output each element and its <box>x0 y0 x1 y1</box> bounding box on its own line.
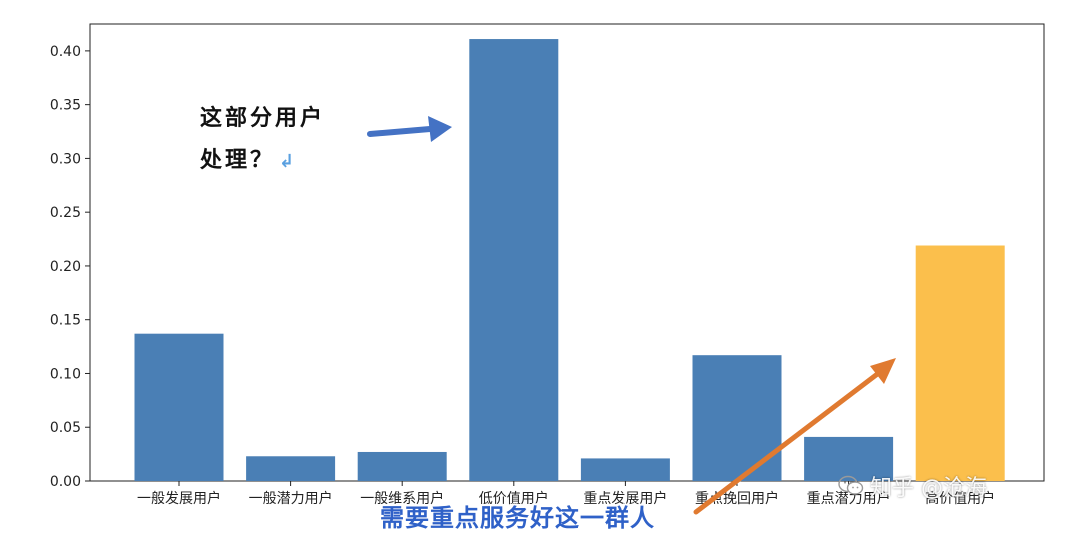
y-tick-label: 0.20 <box>50 259 81 275</box>
annotation-line-1: 这部分用户 <box>200 106 326 131</box>
wechat-icon <box>838 475 864 495</box>
y-tick-label: 0.35 <box>50 98 81 114</box>
bar-5 <box>580 458 670 481</box>
x-tick-label: 低价值用户 <box>479 490 549 507</box>
video-subtitle: 需要重点服务好这一群人 <box>380 504 655 532</box>
bar-4 <box>469 39 559 482</box>
watermark: 知乎 @沧海 <box>838 470 987 502</box>
y-tick-label: 0.30 <box>50 151 81 167</box>
x-tick-label: 一般维系用户 <box>360 490 444 507</box>
watermark-text: 知乎 @沧海 <box>870 476 987 501</box>
blue-arrow-head <box>428 116 452 142</box>
y-tick-label: 0.40 <box>50 44 81 60</box>
bar-8 <box>915 245 1005 481</box>
x-tick-label: 一般潜力用户 <box>249 490 333 507</box>
blue-arrow-shaft <box>367 126 433 137</box>
x-tick-label: 重点潜力用户 <box>807 490 891 507</box>
x-tick-label: 高价值用户 <box>925 490 995 507</box>
annotation-line-2: 处理？ <box>200 148 276 173</box>
return-mark: ↲ <box>279 151 298 172</box>
plot-frame <box>89 23 1045 482</box>
orange-arrow-shaft <box>693 369 883 515</box>
annotation-text: 这部分用户 处理？ ↲ <box>200 100 325 174</box>
bar-7 <box>804 436 894 481</box>
y-tick-label: 0.05 <box>50 420 81 436</box>
bar-2 <box>246 456 336 481</box>
x-tick-label: 重点发展用户 <box>583 490 667 507</box>
bar-6 <box>692 355 782 481</box>
y-tick-label: 0.15 <box>50 313 81 329</box>
bar-1 <box>134 333 224 481</box>
y-tick-label: 0.10 <box>50 366 81 382</box>
x-tick-label: 一般发展用户 <box>137 490 221 507</box>
orange-arrow-head <box>870 358 896 384</box>
y-tick-label: 0.25 <box>50 205 81 221</box>
bar-3 <box>357 451 447 481</box>
y-tick-label: 0.00 <box>50 474 81 490</box>
